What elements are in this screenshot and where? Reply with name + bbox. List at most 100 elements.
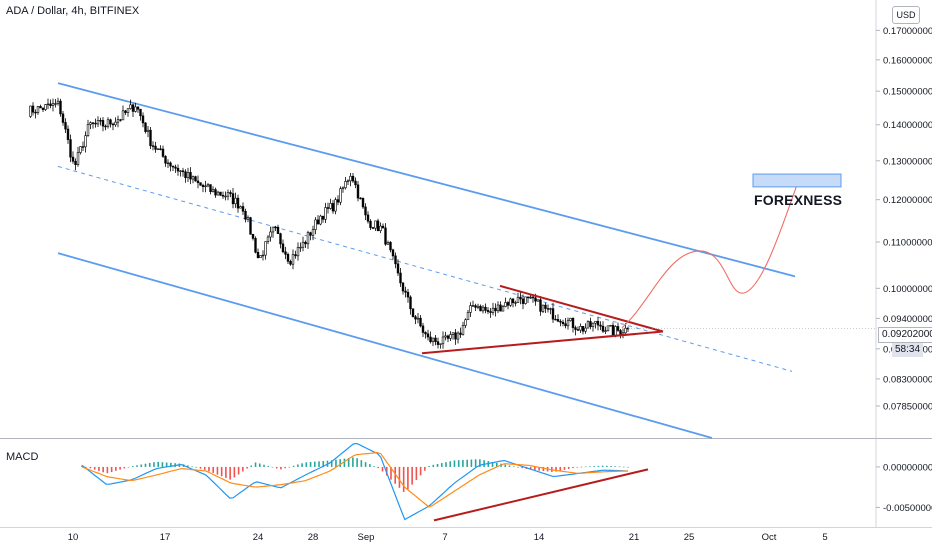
time-tick-label-2: 24 xyxy=(253,532,264,543)
candle-down xyxy=(182,171,184,172)
time-tick-label-8: 25 xyxy=(684,532,695,543)
candle-up xyxy=(470,306,472,313)
candle-down xyxy=(487,310,489,311)
candle-up xyxy=(45,105,47,110)
candle-up xyxy=(452,333,454,335)
candle-down xyxy=(287,254,289,261)
candle-down xyxy=(600,325,602,326)
candle-down xyxy=(215,190,217,196)
candle-down xyxy=(552,309,554,320)
candle-up xyxy=(345,181,347,187)
macd-hist-bar-positive xyxy=(339,459,341,467)
macd-hist-bar-negative xyxy=(124,467,126,468)
candle-up xyxy=(607,326,609,331)
macd-hist-bar-positive xyxy=(301,463,303,467)
macd-hist-bar-positive xyxy=(259,464,261,467)
candle-down xyxy=(435,338,437,342)
candle-down xyxy=(42,108,44,110)
candle-down xyxy=(512,299,514,303)
price-tick-label-11: 0.07850000 xyxy=(883,402,932,413)
candle-down xyxy=(327,208,329,209)
price-tick-label-10: 0.08300000 xyxy=(883,374,932,385)
candle-down xyxy=(175,167,177,168)
macd-hist-bar-negative xyxy=(276,467,278,468)
macd-hist-bar-positive xyxy=(471,460,473,467)
candle-up xyxy=(320,216,322,224)
candle-down xyxy=(140,109,142,116)
candle-up xyxy=(57,101,59,103)
candle-down xyxy=(170,163,172,166)
candle-down xyxy=(397,264,399,273)
macd-hist-bar-positive xyxy=(297,465,299,467)
macd-hist-bar-positive xyxy=(373,466,375,467)
candle-down xyxy=(385,228,387,244)
candle-down xyxy=(460,333,462,334)
candle-down xyxy=(60,101,62,114)
macd-hist-bar-positive xyxy=(504,465,506,467)
candle-up xyxy=(292,255,294,265)
candle-down xyxy=(395,256,397,264)
candle-down xyxy=(447,336,449,339)
macd-hist-bar-positive xyxy=(581,467,583,468)
macd-tick-label-1: -0.00500000 xyxy=(883,503,932,514)
macd-hist-bar-positive xyxy=(458,460,460,467)
macd-hist-bar-positive xyxy=(255,463,257,467)
candle-down xyxy=(370,221,372,227)
macd-hist-bar-positive xyxy=(310,462,312,467)
candle-up xyxy=(605,331,607,332)
candle-up xyxy=(157,149,159,150)
price-tick-label-5: 0.12000000 xyxy=(883,195,932,206)
candle-down xyxy=(305,242,307,244)
candle-up xyxy=(30,106,32,116)
candle-down xyxy=(282,244,284,252)
candle-up xyxy=(592,323,594,327)
candle-down xyxy=(160,149,162,150)
macd-hist-bar-positive xyxy=(352,457,354,466)
candle-down xyxy=(392,250,394,256)
macd-hist-bar-positive xyxy=(610,466,612,467)
macd-hist-bar-positive xyxy=(445,462,447,467)
candle-up xyxy=(440,344,442,345)
candle-down xyxy=(472,306,474,307)
candle-down xyxy=(540,300,542,312)
macd-hist-bar-negative xyxy=(572,467,574,468)
candle-up xyxy=(622,333,624,334)
macd-hist-bar-negative xyxy=(289,467,291,468)
time-tick-label-1: 17 xyxy=(160,532,171,543)
candle-down xyxy=(177,168,179,171)
currency-button[interactable]: USD xyxy=(892,6,920,24)
candle-down xyxy=(547,308,549,309)
candle-down xyxy=(202,185,204,186)
candle-down xyxy=(317,220,319,224)
candle-up xyxy=(127,109,129,113)
candle-down xyxy=(62,114,64,123)
candle-down xyxy=(527,297,529,298)
candle-down xyxy=(422,326,424,333)
candle-down xyxy=(410,297,412,309)
macd-hist-bar-negative xyxy=(234,467,236,478)
candle-up xyxy=(147,130,149,131)
candle-up xyxy=(55,104,57,105)
candle-down xyxy=(367,215,369,221)
price-tick-label-7: 0.10000000 xyxy=(883,284,932,295)
macd-hist-bar-positive xyxy=(356,458,358,467)
time-tick-label-3: 28 xyxy=(308,532,319,543)
macd-hist-bar-negative xyxy=(128,467,130,468)
macd-hist-bar-negative xyxy=(119,467,121,470)
candle-down xyxy=(257,252,259,257)
candle-down xyxy=(67,129,69,140)
candle-up xyxy=(432,338,434,342)
candle-up xyxy=(610,325,612,326)
candle-down xyxy=(75,161,77,164)
candle-up xyxy=(315,220,317,230)
candle-down xyxy=(82,147,84,148)
macd-hist-bar-negative xyxy=(534,467,536,470)
candle-up xyxy=(225,196,227,197)
macd-hist-bar-negative xyxy=(246,467,248,469)
candle-down xyxy=(112,124,114,125)
candle-down xyxy=(572,318,574,327)
candle-up xyxy=(205,186,207,187)
bar-countdown: 58:34 xyxy=(892,343,923,357)
candle-up xyxy=(595,321,597,323)
candle-up xyxy=(585,328,587,331)
